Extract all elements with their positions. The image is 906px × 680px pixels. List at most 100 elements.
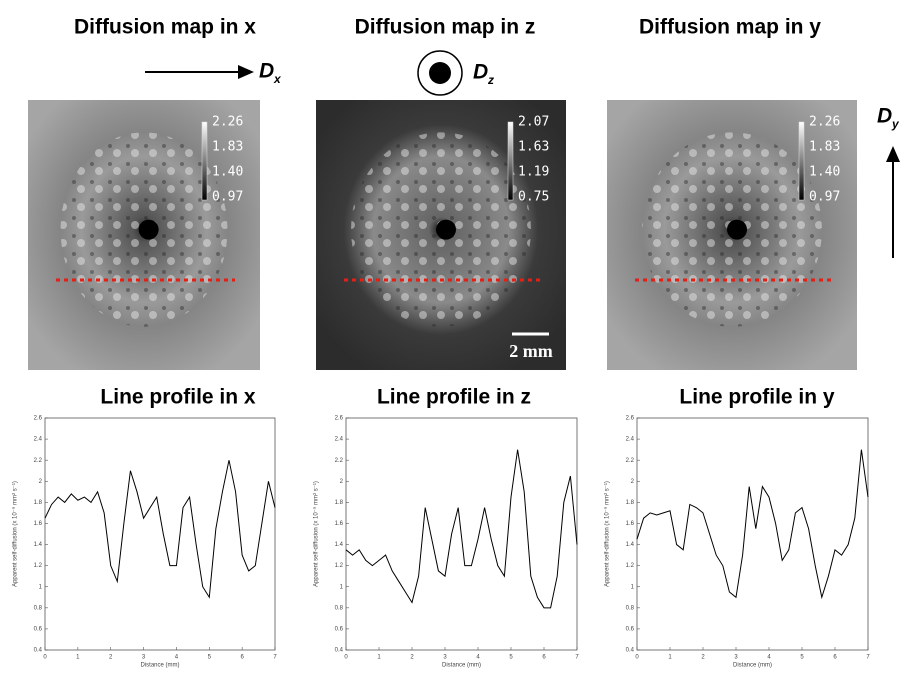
x-tick-label: 0	[344, 655, 348, 661]
y-tick-label: 0.6	[626, 626, 635, 632]
y-tick-label: 2.6	[34, 416, 43, 422]
x-tick-label: 2	[410, 655, 414, 661]
y-tick-label: 2.2	[626, 458, 635, 464]
y-axis-label: Apparent self-diffusion (x 10⁻⁹ mm² s⁻¹)	[313, 481, 320, 587]
y-tick-label: 2.6	[626, 416, 635, 422]
colorbar-label: 1.19	[518, 165, 549, 180]
y-tick-label: 1	[340, 584, 344, 590]
y-tick-label: 0.4	[626, 648, 635, 654]
map-center	[138, 219, 159, 240]
x-tick-label: 2	[701, 655, 705, 661]
y-tick-label: 1.4	[335, 542, 344, 548]
chart-title: Line profile in y	[679, 386, 835, 409]
x-tick-label: 1	[668, 655, 672, 661]
profile-line	[44, 460, 276, 599]
map-center	[727, 219, 747, 240]
arrow-y-head	[886, 146, 900, 162]
axis-subscript: x	[273, 72, 282, 86]
map-title: Diffusion map in y	[639, 16, 821, 39]
y-tick-label: 1	[631, 584, 635, 590]
y-tick-label: 2.4	[34, 437, 43, 443]
y-tick-label: 1.8	[34, 500, 43, 506]
x-tick-label: 3	[142, 655, 146, 661]
x-tick-label: 6	[833, 655, 837, 661]
colorbar-label: 2.07	[518, 115, 549, 130]
scale-bar-label: 2 mm	[509, 341, 553, 361]
colorbar-label: 2.26	[809, 115, 840, 130]
colorbar-label: 0.75	[518, 190, 549, 205]
x-tick-label: 5	[208, 655, 212, 661]
plot-frame	[345, 417, 578, 651]
x-tick-label: 7	[866, 655, 870, 661]
profile-line	[636, 449, 869, 600]
axis-symbol: D	[259, 60, 274, 83]
y-tick-label: 0.8	[626, 605, 635, 611]
x-tick-label: 7	[273, 655, 277, 661]
y-tick-label: 0.8	[335, 605, 344, 611]
x-tick-label: 2	[109, 655, 113, 661]
arrow-z-dot	[429, 62, 451, 84]
colorbar-label: 2.26	[212, 115, 243, 130]
y-tick-label: 2	[39, 479, 43, 485]
plot-frame	[636, 417, 869, 651]
x-tick-label: 0	[635, 655, 639, 661]
y-tick-label: 2.4	[626, 437, 635, 443]
y-tick-label: 0.4	[34, 648, 43, 654]
y-tick-label: 2.2	[34, 458, 43, 464]
y-tick-label: 1	[39, 584, 43, 590]
chart-title: Line profile in x	[100, 386, 256, 409]
colorbar-label: 1.63	[518, 140, 549, 155]
y-tick-label: 1.8	[335, 500, 344, 506]
x-tick-label: 4	[175, 655, 179, 661]
axis-symbol: D	[473, 61, 488, 84]
y-tick-label: 1.4	[626, 542, 635, 548]
y-tick-label: 2	[340, 479, 344, 485]
y-tick-label: 1.2	[34, 563, 43, 569]
x-tick-label: 1	[76, 655, 80, 661]
axis-subscript: z	[487, 73, 494, 87]
colorbar	[201, 121, 208, 201]
x-tick-label: 4	[476, 655, 480, 661]
x-tick-label: 5	[509, 655, 513, 661]
colorbar-label: 0.97	[212, 190, 243, 205]
map-center	[436, 219, 456, 240]
colorbar-label: 1.83	[212, 140, 243, 155]
y-tick-label: 2.2	[335, 458, 344, 464]
colorbar-label: 1.40	[212, 165, 243, 180]
map-title: Diffusion map in z	[355, 16, 536, 39]
colorbar	[798, 121, 805, 201]
map-title: Diffusion map in x	[74, 16, 256, 39]
arrow-z-ring	[417, 50, 463, 96]
y-tick-label: 1.4	[34, 542, 43, 548]
profile-line	[345, 449, 578, 609]
x-tick-label: 5	[800, 655, 804, 661]
y-tick-label: 0.6	[34, 626, 43, 632]
x-tick-label: 6	[240, 655, 244, 661]
y-tick-label: 0.6	[335, 626, 344, 632]
y-tick-label: 1.2	[335, 563, 344, 569]
x-axis-label: Distance (mm)	[140, 663, 179, 669]
chart-title: Line profile in z	[377, 386, 531, 409]
y-tick-label: 2	[631, 479, 635, 485]
y-tick-label: 0.8	[34, 605, 43, 611]
y-tick-label: 1.6	[626, 521, 635, 527]
y-tick-label: 1.6	[34, 521, 43, 527]
colorbar-label: 0.97	[809, 190, 840, 205]
y-tick-label: 1.6	[335, 521, 344, 527]
x-tick-label: 0	[43, 655, 47, 661]
axis-symbol: D	[877, 105, 892, 128]
y-tick-label: 2.4	[335, 437, 344, 443]
colorbar-label: 1.83	[809, 140, 840, 155]
x-axis-label: Distance (mm)	[733, 663, 772, 669]
y-tick-label: 0.4	[335, 648, 344, 654]
y-axis-label: Apparent self-diffusion (x 10⁻⁹ mm² s⁻¹)	[12, 481, 19, 587]
x-tick-label: 4	[767, 655, 771, 661]
y-tick-label: 1.8	[626, 500, 635, 506]
arrow-x-head	[238, 65, 254, 79]
x-tick-label: 7	[575, 655, 579, 661]
x-tick-label: 3	[734, 655, 738, 661]
colorbar-label: 1.40	[809, 165, 840, 180]
x-tick-label: 1	[377, 655, 381, 661]
axis-subscript: y	[891, 117, 900, 131]
